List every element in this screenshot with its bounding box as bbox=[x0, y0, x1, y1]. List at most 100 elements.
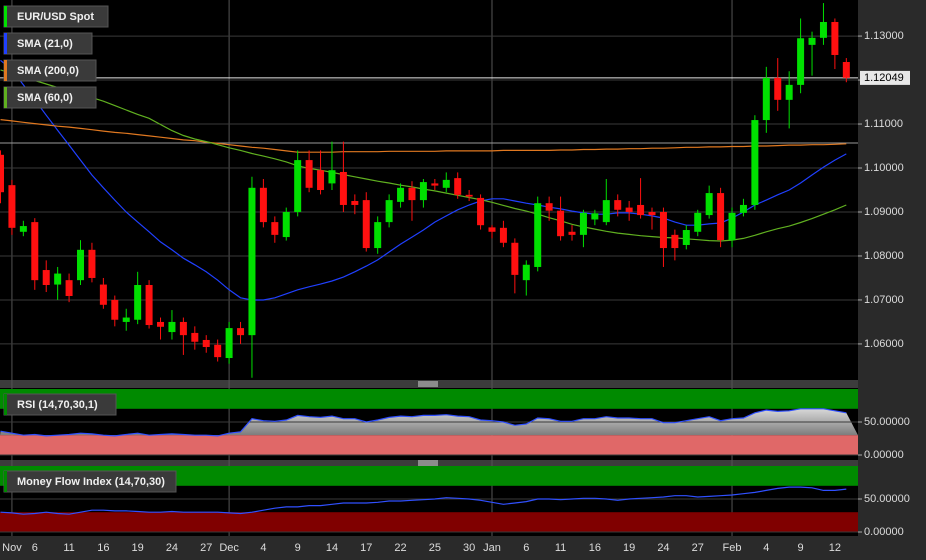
legend-label: SMA (60,0) bbox=[17, 92, 73, 104]
candle-body bbox=[842, 62, 850, 78]
candle-body bbox=[374, 222, 382, 249]
candle-body bbox=[728, 212, 736, 241]
candle-body bbox=[808, 37, 816, 45]
y-tick-label: 1.09000 bbox=[864, 206, 904, 218]
x-tick-label: 19 bbox=[623, 542, 635, 554]
legend-swatch bbox=[4, 471, 7, 492]
candle-body bbox=[88, 249, 96, 278]
x-tick-label: 16 bbox=[97, 542, 109, 554]
x-tick-label: Nov bbox=[2, 542, 22, 554]
candle-body bbox=[202, 339, 210, 348]
candle-body bbox=[442, 179, 450, 188]
candle-body bbox=[705, 193, 713, 216]
legend-swatch bbox=[4, 394, 7, 415]
y-tick-label: 1.08000 bbox=[864, 250, 904, 262]
candle-body bbox=[237, 328, 245, 336]
candle-body bbox=[362, 200, 370, 249]
candle-body bbox=[259, 187, 267, 223]
candle-body bbox=[694, 212, 702, 232]
candle-body bbox=[774, 77, 782, 100]
candle-body bbox=[214, 344, 222, 358]
x-tick-label: 9 bbox=[798, 542, 804, 554]
splitter-grip bbox=[418, 460, 438, 466]
legend-swatch bbox=[4, 6, 7, 27]
candle-body bbox=[351, 200, 359, 205]
x-tick-label: 24 bbox=[166, 542, 178, 554]
candle-body bbox=[134, 285, 142, 320]
candle-body bbox=[54, 273, 62, 285]
x-tick-label: 22 bbox=[394, 542, 406, 554]
x-tick-label: 6 bbox=[32, 542, 38, 554]
candle-body bbox=[385, 200, 393, 223]
candle-body bbox=[625, 207, 633, 212]
x-tick-label: 27 bbox=[692, 542, 704, 554]
candle-body bbox=[465, 194, 473, 197]
candle-body bbox=[477, 197, 485, 226]
lower-band bbox=[0, 512, 858, 532]
x-tick-label: 30 bbox=[463, 542, 475, 554]
indicator-line bbox=[0, 408, 847, 437]
plot-area bbox=[0, 0, 858, 536]
legend-label: SMA (200,0) bbox=[17, 65, 79, 77]
upper-band bbox=[0, 466, 858, 486]
candle-body bbox=[339, 171, 347, 205]
candle-body bbox=[522, 264, 530, 281]
candle-body bbox=[751, 120, 759, 205]
candle-body bbox=[499, 227, 507, 243]
x-tick-label: 9 bbox=[295, 542, 301, 554]
candle-body bbox=[122, 317, 130, 322]
candle-body bbox=[168, 321, 176, 333]
x-tick-label: 4 bbox=[260, 542, 266, 554]
legend-swatch bbox=[4, 60, 7, 81]
y-tick-label: 1.13000 bbox=[864, 30, 904, 42]
candle-body bbox=[408, 187, 416, 201]
candle-body bbox=[614, 200, 622, 210]
y-tick-label: 1.07000 bbox=[864, 294, 904, 306]
sma-line bbox=[0, 59, 847, 301]
lower-band bbox=[0, 435, 858, 455]
y-tick-label: 1.06000 bbox=[864, 338, 904, 350]
x-tick-label: 6 bbox=[523, 542, 529, 554]
candle-body bbox=[65, 280, 73, 296]
candle-body bbox=[717, 193, 725, 241]
x-tick-label: Dec bbox=[219, 542, 239, 554]
candle-body bbox=[682, 230, 690, 245]
candle-body bbox=[397, 187, 405, 202]
overlay: 1.130001.120001.110001.100001.090001.080… bbox=[2, 5, 910, 554]
y-tick-label: 50.00000 bbox=[864, 416, 910, 428]
x-tick-label: 12 bbox=[829, 542, 841, 554]
y-tick-label: 0.00000 bbox=[864, 449, 904, 461]
y-tick-label: 1.11000 bbox=[864, 118, 903, 130]
candle-body bbox=[739, 204, 747, 213]
candle-body bbox=[488, 227, 496, 232]
last-price-box bbox=[860, 70, 910, 85]
candle-body bbox=[419, 182, 427, 201]
x-tick-label: 14 bbox=[326, 542, 338, 554]
candle-body bbox=[545, 203, 553, 211]
candle-body bbox=[77, 249, 85, 281]
x-tick-label: 24 bbox=[657, 542, 669, 554]
candle-body bbox=[328, 170, 336, 184]
candle-body bbox=[8, 185, 16, 228]
candle-body bbox=[157, 321, 165, 327]
candle-body bbox=[591, 213, 599, 220]
indicator-line bbox=[0, 486, 847, 515]
legend-swatch bbox=[4, 87, 7, 108]
candle-body bbox=[637, 204, 645, 216]
splitter-grip bbox=[418, 381, 438, 387]
x-tick-label: 16 bbox=[589, 542, 601, 554]
candle-body bbox=[797, 38, 805, 85]
candle-body bbox=[431, 183, 439, 186]
x-tick-label: 11 bbox=[555, 542, 566, 554]
candle-body bbox=[305, 160, 313, 188]
legend-swatch bbox=[4, 33, 7, 54]
x-tick-label: 17 bbox=[360, 542, 372, 554]
candle-body bbox=[225, 328, 233, 359]
legend-label: Money Flow Index (14,70,30) bbox=[17, 476, 165, 488]
candle-body bbox=[568, 231, 576, 235]
x-tick-label: 27 bbox=[200, 542, 212, 554]
candle-body bbox=[579, 212, 587, 235]
x-tick-label: 4 bbox=[763, 542, 769, 554]
candle-body bbox=[294, 160, 302, 212]
